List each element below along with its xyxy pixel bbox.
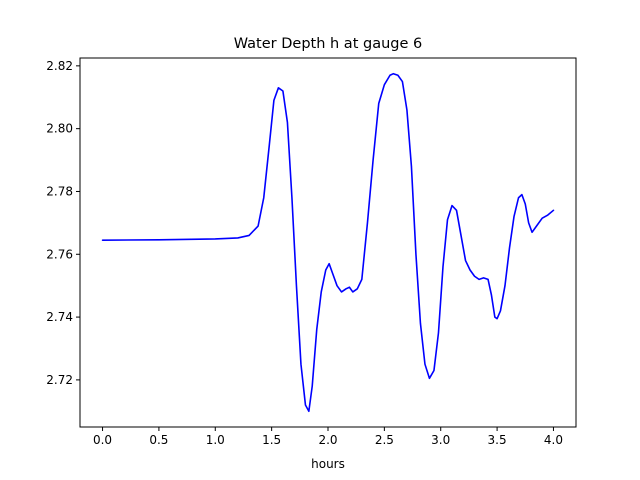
x-tick-label: 1.5 [262, 433, 281, 447]
x-tick-label: 4.0 [544, 433, 563, 447]
y-tick-label: 2.74 [46, 310, 73, 324]
chart-title: Water Depth h at gauge 6 [234, 36, 422, 52]
plot-area: 0.0 0.5 1.0 1.5 2.0 2.5 3.0 3.5 4.0 2.72 2.74 2.76 2… [46, 57, 577, 447]
x-tick-label: 0.0 [93, 433, 112, 447]
x-tick-label: 3.5 [488, 433, 507, 447]
y-tick-label: 2.72 [46, 373, 73, 387]
series-line-0 [101, 72, 555, 413]
x-tick-label: 1.0 [206, 433, 225, 447]
x-tick-label: 0.5 [149, 433, 168, 447]
x-axis-label: hours [311, 457, 345, 471]
y-tick-label: 2.76 [46, 247, 73, 261]
y-tick-label: 2.82 [46, 59, 73, 73]
x-tick-label: 2.5 [375, 433, 394, 447]
x-tick-label: 3.0 [431, 433, 450, 447]
y-tick-label: 2.80 [46, 122, 73, 136]
x-tick-label: 2.0 [318, 433, 337, 447]
y-tick-label: 2.78 [46, 184, 73, 198]
